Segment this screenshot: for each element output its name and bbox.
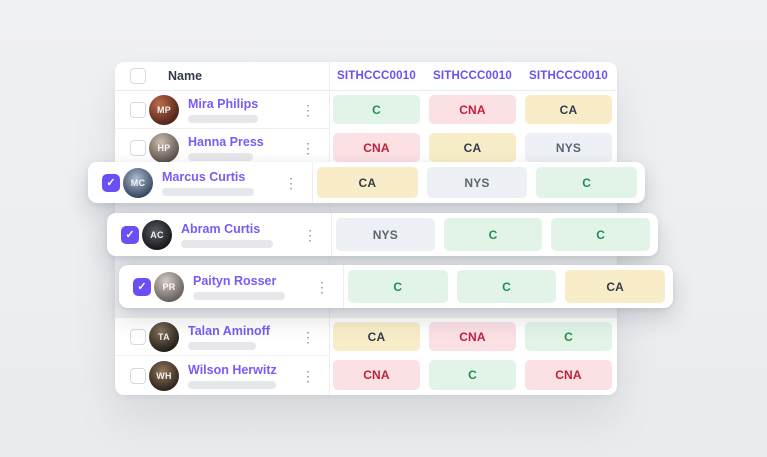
avatar: AC xyxy=(142,219,172,250)
progress-placeholder xyxy=(193,291,285,300)
table-row: HP Hanna Press ⋮ CNA CA NYS xyxy=(115,129,617,167)
student-cell: TA Talan Aminoff ⋮ xyxy=(115,318,330,356)
kebab-menu-icon[interactable]: ⋮ xyxy=(303,226,317,243)
progress-placeholder xyxy=(181,239,273,248)
grades-cell: CNA C CNA xyxy=(330,356,617,395)
grade-badge[interactable]: C xyxy=(443,218,543,251)
student-cell: WH Wilson Herwitz ⋮ xyxy=(115,356,330,395)
student-name-link[interactable]: Marcus Curtis xyxy=(162,169,246,184)
kebab-menu-icon[interactable]: ⋮ xyxy=(301,139,315,156)
grade-badge[interactable]: CNA xyxy=(333,133,420,162)
grade-badge[interactable]: CNA xyxy=(429,95,516,124)
progress-placeholder xyxy=(188,341,256,350)
avatar: WH xyxy=(149,360,179,391)
grade-badge[interactable]: CA xyxy=(525,95,612,124)
avatar: TA xyxy=(149,321,179,352)
row-checkbox[interactable] xyxy=(130,101,146,118)
grade-badge[interactable]: NYS xyxy=(336,218,435,251)
row-checkbox-checked[interactable]: ✓ xyxy=(102,173,120,192)
avatar-initials: AC xyxy=(150,229,164,240)
grade-badge[interactable]: CNA xyxy=(429,322,516,351)
grade-badge[interactable]: NYS xyxy=(525,133,612,162)
row-checkbox-checked[interactable]: ✓ xyxy=(121,225,139,244)
student-name-link[interactable]: Mira Philips xyxy=(188,96,259,111)
student-cell: MP Mira Philips ⋮ xyxy=(115,91,330,129)
row-checkbox[interactable] xyxy=(130,367,146,384)
name-column-header: Name xyxy=(168,69,203,83)
student-cell: ✓ AC Abram Curtis ⋮ xyxy=(107,213,332,256)
grades-cell: NYS C C xyxy=(332,213,658,256)
avatar-initials: TA xyxy=(158,331,170,342)
grades-cell: C C CA xyxy=(344,265,673,308)
student-cell: HP Hanna Press ⋮ xyxy=(115,129,330,167)
kebab-menu-icon[interactable]: ⋮ xyxy=(284,174,298,191)
progress-placeholder xyxy=(162,187,254,196)
progress-placeholder xyxy=(188,380,276,389)
table-row: MP Mira Philips ⋮ C CNA CA xyxy=(115,91,617,129)
avatar-initials: MC xyxy=(130,177,146,188)
selected-row-card: ✓ AC Abram Curtis ⋮ NYS C C xyxy=(107,213,658,256)
grade-badge[interactable]: C xyxy=(525,322,612,351)
selected-row-card: ✓ MC Marcus Curtis ⋮ CA NYS C xyxy=(88,162,645,203)
row-checkbox[interactable] xyxy=(130,139,146,156)
avatar: MC xyxy=(123,167,153,198)
grade-badge[interactable]: C xyxy=(536,167,638,198)
avatar: MP xyxy=(149,94,179,125)
grades-cell: CA CNA C xyxy=(330,318,617,356)
grades-cell: CA NYS C xyxy=(313,162,645,203)
grade-badge[interactable]: C xyxy=(429,360,516,390)
table-row: TA Talan Aminoff ⋮ CA CNA C xyxy=(115,318,617,356)
row-checkbox[interactable] xyxy=(130,328,146,345)
kebab-menu-icon[interactable]: ⋮ xyxy=(301,328,315,345)
student-cell: ✓ PR Paityn Rosser ⋮ xyxy=(119,265,344,308)
row-checkbox-checked[interactable]: ✓ xyxy=(133,277,151,296)
avatar-initials: WH xyxy=(156,370,172,381)
grade-badge[interactable]: CA xyxy=(333,322,420,351)
grades-cell: CNA CA NYS xyxy=(330,129,617,167)
name-header-cell: Name xyxy=(115,62,330,90)
table-row: WH Wilson Herwitz ⋮ CNA C CNA xyxy=(115,356,617,395)
student-name-link[interactable]: Wilson Herwitz xyxy=(188,362,277,377)
grade-badge[interactable]: CA xyxy=(565,270,666,303)
grade-badge[interactable]: NYS xyxy=(426,167,528,198)
table-header-row: Name SITHCCC0010 SITHCCC0010 SITHCCC0010 xyxy=(115,62,617,91)
unit-column-header[interactable]: SITHCCC0010 xyxy=(433,70,512,82)
progress-placeholder xyxy=(188,152,253,161)
kebab-menu-icon[interactable]: ⋮ xyxy=(301,367,315,384)
avatar-initials: PR xyxy=(162,281,176,292)
avatar-initials: HP xyxy=(157,142,171,153)
student-cell: ✓ MC Marcus Curtis ⋮ xyxy=(88,162,313,203)
grade-badge[interactable]: CA xyxy=(317,167,418,198)
grade-badge[interactable]: C xyxy=(348,270,448,303)
grade-badge[interactable]: CA xyxy=(429,133,516,162)
grade-badge[interactable]: C xyxy=(551,218,651,251)
grade-badge[interactable]: C xyxy=(333,95,420,124)
unit-column-header[interactable]: SITHCCC0010 xyxy=(529,70,608,82)
student-name-link[interactable]: Hanna Press xyxy=(188,134,264,149)
unit-headers: SITHCCC0010 SITHCCC0010 SITHCCC0010 xyxy=(330,62,617,90)
grade-badge[interactable]: CNA xyxy=(525,360,612,390)
select-all-checkbox[interactable] xyxy=(130,68,146,84)
avatar-initials: MP xyxy=(156,104,172,115)
grades-cell: C CNA CA xyxy=(330,91,617,129)
avatar: PR xyxy=(154,271,184,302)
progress-placeholder xyxy=(188,114,258,123)
student-name-link[interactable]: Paityn Rosser xyxy=(193,273,277,288)
unit-column-header[interactable]: SITHCCC0010 xyxy=(337,70,416,82)
kebab-menu-icon[interactable]: ⋮ xyxy=(315,278,329,295)
avatar: HP xyxy=(149,132,179,163)
grade-badge[interactable]: C xyxy=(456,270,557,303)
kebab-menu-icon[interactable]: ⋮ xyxy=(301,101,315,118)
student-name-link[interactable]: Talan Aminoff xyxy=(188,323,270,338)
selected-row-card: ✓ PR Paityn Rosser ⋮ C C CA xyxy=(119,265,673,308)
grade-badge[interactable]: CNA xyxy=(333,360,420,390)
student-name-link[interactable]: Abram Curtis xyxy=(181,221,261,236)
